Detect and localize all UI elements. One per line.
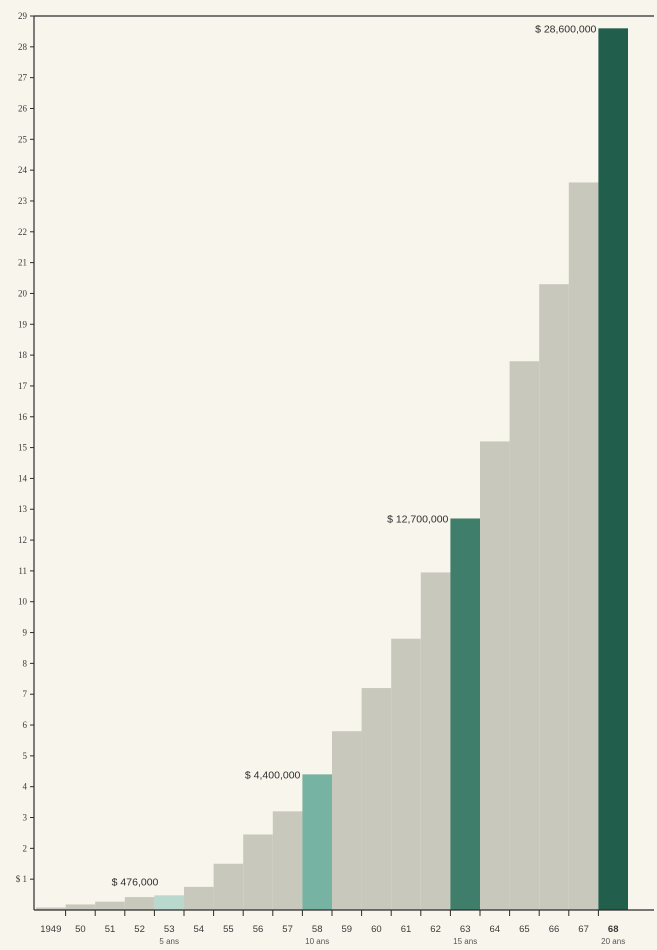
- x-tick-label: 61: [401, 924, 412, 935]
- y-tick-label: 6: [23, 720, 28, 730]
- y-tick-label: 27: [18, 73, 28, 83]
- bar-65: [509, 361, 540, 910]
- y-tick-label: 3: [23, 813, 28, 823]
- x-tick-label: 57: [282, 924, 293, 935]
- y-tick-label: 22: [18, 227, 27, 237]
- bar-60: [361, 688, 392, 910]
- y-tick-label: 9: [23, 628, 28, 638]
- value-annotation: $ 12,700,000: [387, 513, 448, 525]
- x-sublabel: 20 ans: [601, 937, 625, 946]
- x-tick-label: 55: [223, 924, 234, 935]
- y-tick-label: 25: [18, 134, 28, 144]
- bar-68: [598, 28, 628, 910]
- bar-1949: [36, 907, 66, 910]
- y-tick-label: 23: [18, 196, 28, 206]
- x-tick-label: 62: [430, 924, 441, 935]
- y-tick-label: 20: [18, 288, 28, 298]
- y-tick-label: 13: [18, 504, 28, 514]
- bar-59: [332, 731, 362, 910]
- y-tick-label: 7: [23, 689, 28, 699]
- y-tick-label: 17: [18, 381, 28, 391]
- y-tick-label: 26: [18, 103, 28, 113]
- y-tick-label: 28: [18, 42, 28, 52]
- x-tick-label: 64: [490, 924, 501, 935]
- value-annotation: $ 28,600,000: [535, 23, 596, 35]
- y-tick-label: 24: [18, 165, 28, 175]
- x-tick-label: 67: [578, 924, 589, 935]
- x-sublabel: 15 ans: [453, 937, 477, 946]
- bar-51: [95, 901, 125, 910]
- y-tick-label: 2: [23, 843, 28, 853]
- x-tick-label: 58: [312, 924, 323, 935]
- x-tick-label: 1949: [40, 924, 61, 935]
- bar-66: [539, 284, 569, 910]
- y-tick-label: 29: [18, 11, 28, 21]
- y-tick-label: 10: [18, 597, 28, 607]
- bar-62: [420, 572, 451, 910]
- x-tick-label: 53: [164, 924, 175, 935]
- bar-55: [213, 863, 244, 910]
- bar-61: [391, 638, 421, 910]
- x-tick-label: 66: [549, 924, 560, 935]
- bar-54: [184, 886, 214, 910]
- y-tick-label: 12: [18, 535, 27, 545]
- y-tick-label: 19: [18, 319, 28, 329]
- y-tick-label: 8: [23, 658, 28, 668]
- x-tick-label: 54: [194, 924, 205, 935]
- value-annotation: $ 4,400,000: [245, 769, 301, 781]
- y-tick-label: $ 1: [16, 874, 27, 884]
- bar-56: [243, 834, 273, 910]
- bar-64: [480, 441, 510, 910]
- value-annotation: $ 476,000: [112, 876, 159, 888]
- x-tick-label: 59: [342, 924, 353, 935]
- x-tick-label: 50: [75, 924, 86, 935]
- bar-50: [65, 904, 96, 910]
- x-tick-label: 65: [519, 924, 530, 935]
- y-tick-label: 11: [18, 566, 27, 576]
- y-tick-label: 18: [18, 350, 28, 360]
- y-tick-label: 15: [18, 443, 28, 453]
- y-tick-label: 14: [18, 473, 28, 483]
- x-tick-label: 52: [134, 924, 145, 935]
- x-sublabel: 5 ans: [159, 937, 179, 946]
- bar-63: [450, 518, 480, 910]
- bar-57: [272, 811, 303, 910]
- x-tick-label: 51: [105, 924, 116, 935]
- x-tick-label: 68: [608, 924, 619, 935]
- y-tick-label: 4: [23, 782, 28, 792]
- y-tick-label: 5: [23, 751, 28, 761]
- x-sublabel: 10 ans: [305, 937, 329, 946]
- x-tick-label: 63: [460, 924, 471, 935]
- bar-52: [124, 897, 155, 910]
- y-tick-label: 16: [18, 412, 28, 422]
- bar-53: [154, 895, 184, 910]
- y-tick-label: 21: [18, 258, 27, 268]
- x-tick-label: 60: [371, 924, 382, 935]
- x-tick-label: 56: [253, 924, 264, 935]
- bar-67: [568, 182, 599, 911]
- bar-58: [302, 774, 332, 910]
